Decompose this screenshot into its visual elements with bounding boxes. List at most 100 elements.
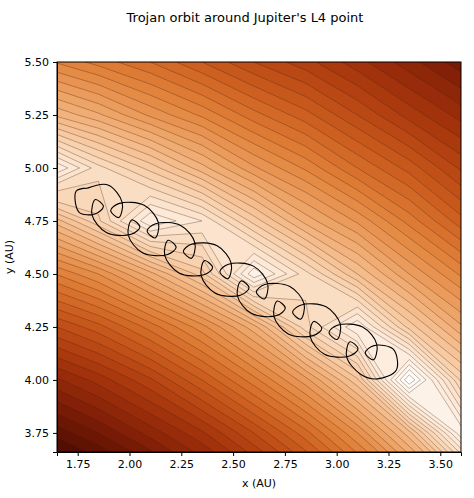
tick-label: 2.25 — [170, 458, 195, 471]
contour-line — [57, 62, 461, 452]
contour-fill — [57, 62, 461, 452]
tick-mark — [53, 62, 57, 63]
tick: 3.75 — [25, 427, 58, 440]
y-axis-title: y (AU) — [3, 240, 16, 274]
contour-fill — [57, 62, 461, 452]
contour-line — [57, 409, 187, 452]
tick-mark — [337, 452, 338, 456]
x-axis-title: x (AU) — [242, 477, 276, 490]
contour-line — [57, 62, 461, 452]
contour-fill — [57, 446, 129, 452]
tick: 3.50 — [429, 452, 454, 471]
contour-fill — [57, 62, 461, 452]
tick-mark — [53, 221, 57, 222]
x-axis: 1.752.002.252.502.753.003.253.50 — [58, 452, 462, 471]
contour-fill — [57, 62, 461, 452]
contour-line — [57, 62, 461, 452]
contour-fill — [57, 62, 461, 452]
tick-mark — [130, 452, 131, 456]
tick-mark — [53, 168, 57, 169]
contour-line — [57, 62, 461, 452]
contour-line — [57, 62, 461, 452]
contour-fill — [57, 62, 461, 452]
tick: 4.25 — [25, 321, 58, 334]
tick: 5.25 — [25, 109, 58, 122]
contour-line — [57, 62, 461, 452]
contour-fill — [57, 62, 461, 452]
title: Trojan orbit around Jupiter's L4 point — [126, 10, 364, 25]
contour-line — [57, 62, 461, 452]
tick-label: 1.75 — [66, 458, 91, 471]
contour-line — [57, 62, 461, 452]
contour-line — [57, 62, 461, 452]
contour-line — [57, 62, 461, 452]
contour-fill — [57, 62, 461, 452]
contour-fill — [57, 62, 461, 452]
contour-fill — [57, 62, 461, 452]
contour-line — [57, 62, 461, 452]
contour-line — [57, 62, 461, 452]
tick-mark — [53, 327, 57, 328]
tick-mark — [388, 452, 389, 456]
contour-line — [57, 62, 461, 452]
y-axis: 3.754.004.254.504.755.005.255.50 — [25, 56, 58, 452]
tick-label: 4.75 — [25, 215, 50, 228]
contour-line — [57, 62, 461, 452]
contour-line — [57, 62, 461, 452]
tick: 4.75 — [25, 215, 58, 228]
tick-mark — [53, 433, 57, 434]
contour-fill — [57, 62, 461, 452]
contour-fill — [57, 62, 461, 452]
tick-label: 5.25 — [25, 109, 50, 122]
contour-fill — [57, 62, 461, 452]
contour-fill — [57, 62, 461, 452]
chart: 1.752.002.252.502.753.003.253.503.754.00… — [0, 0, 474, 498]
orbit-line — [75, 184, 398, 379]
tick-mark — [53, 115, 57, 116]
tick-label: 2.00 — [118, 458, 143, 471]
contour-fill — [57, 62, 461, 452]
tick: 1.75 — [66, 452, 91, 471]
contour-line — [57, 62, 461, 452]
contour-line — [57, 62, 461, 452]
contour-fill — [57, 62, 461, 452]
contour-fill — [57, 62, 461, 452]
contour-line — [57, 62, 461, 452]
tick-label: 2.50 — [221, 458, 246, 471]
tick: 2.75 — [273, 452, 298, 471]
contour-fill — [57, 421, 169, 452]
tick-mark — [233, 452, 234, 456]
plot-frame — [57, 62, 461, 452]
tick-label: 3.25 — [377, 458, 402, 471]
tick-mark — [440, 452, 441, 456]
contour-line — [57, 433, 150, 452]
contour-line — [57, 62, 461, 452]
tick-label: 3.75 — [25, 427, 50, 440]
contour-line — [57, 62, 461, 452]
contour-fill — [57, 62, 461, 452]
contour-fill — [57, 62, 461, 452]
tick: 2.00 — [118, 452, 143, 471]
tick: 3.25 — [377, 452, 402, 471]
contour-line — [57, 62, 461, 452]
contour-fill — [57, 62, 461, 452]
contour-fill — [57, 62, 461, 452]
tick-mark — [285, 452, 286, 456]
contour-line — [57, 62, 461, 452]
contour-fill — [57, 62, 461, 452]
tick: 2.50 — [221, 452, 246, 471]
contour-line — [57, 62, 461, 452]
contour-line — [57, 62, 461, 452]
tick-label: 4.50 — [25, 268, 50, 281]
tick-label: 5.00 — [25, 162, 50, 175]
tick-mark — [78, 452, 79, 456]
plot-area — [57, 62, 461, 452]
contour-fill — [57, 62, 461, 452]
contour-line — [57, 62, 461, 452]
tick-label: 4.00 — [25, 374, 50, 387]
contour-line — [57, 62, 461, 452]
tick: 4.50 — [25, 268, 58, 281]
tick-mark — [53, 274, 57, 275]
contour-line — [57, 62, 461, 452]
tick-label: 2.75 — [273, 458, 298, 471]
